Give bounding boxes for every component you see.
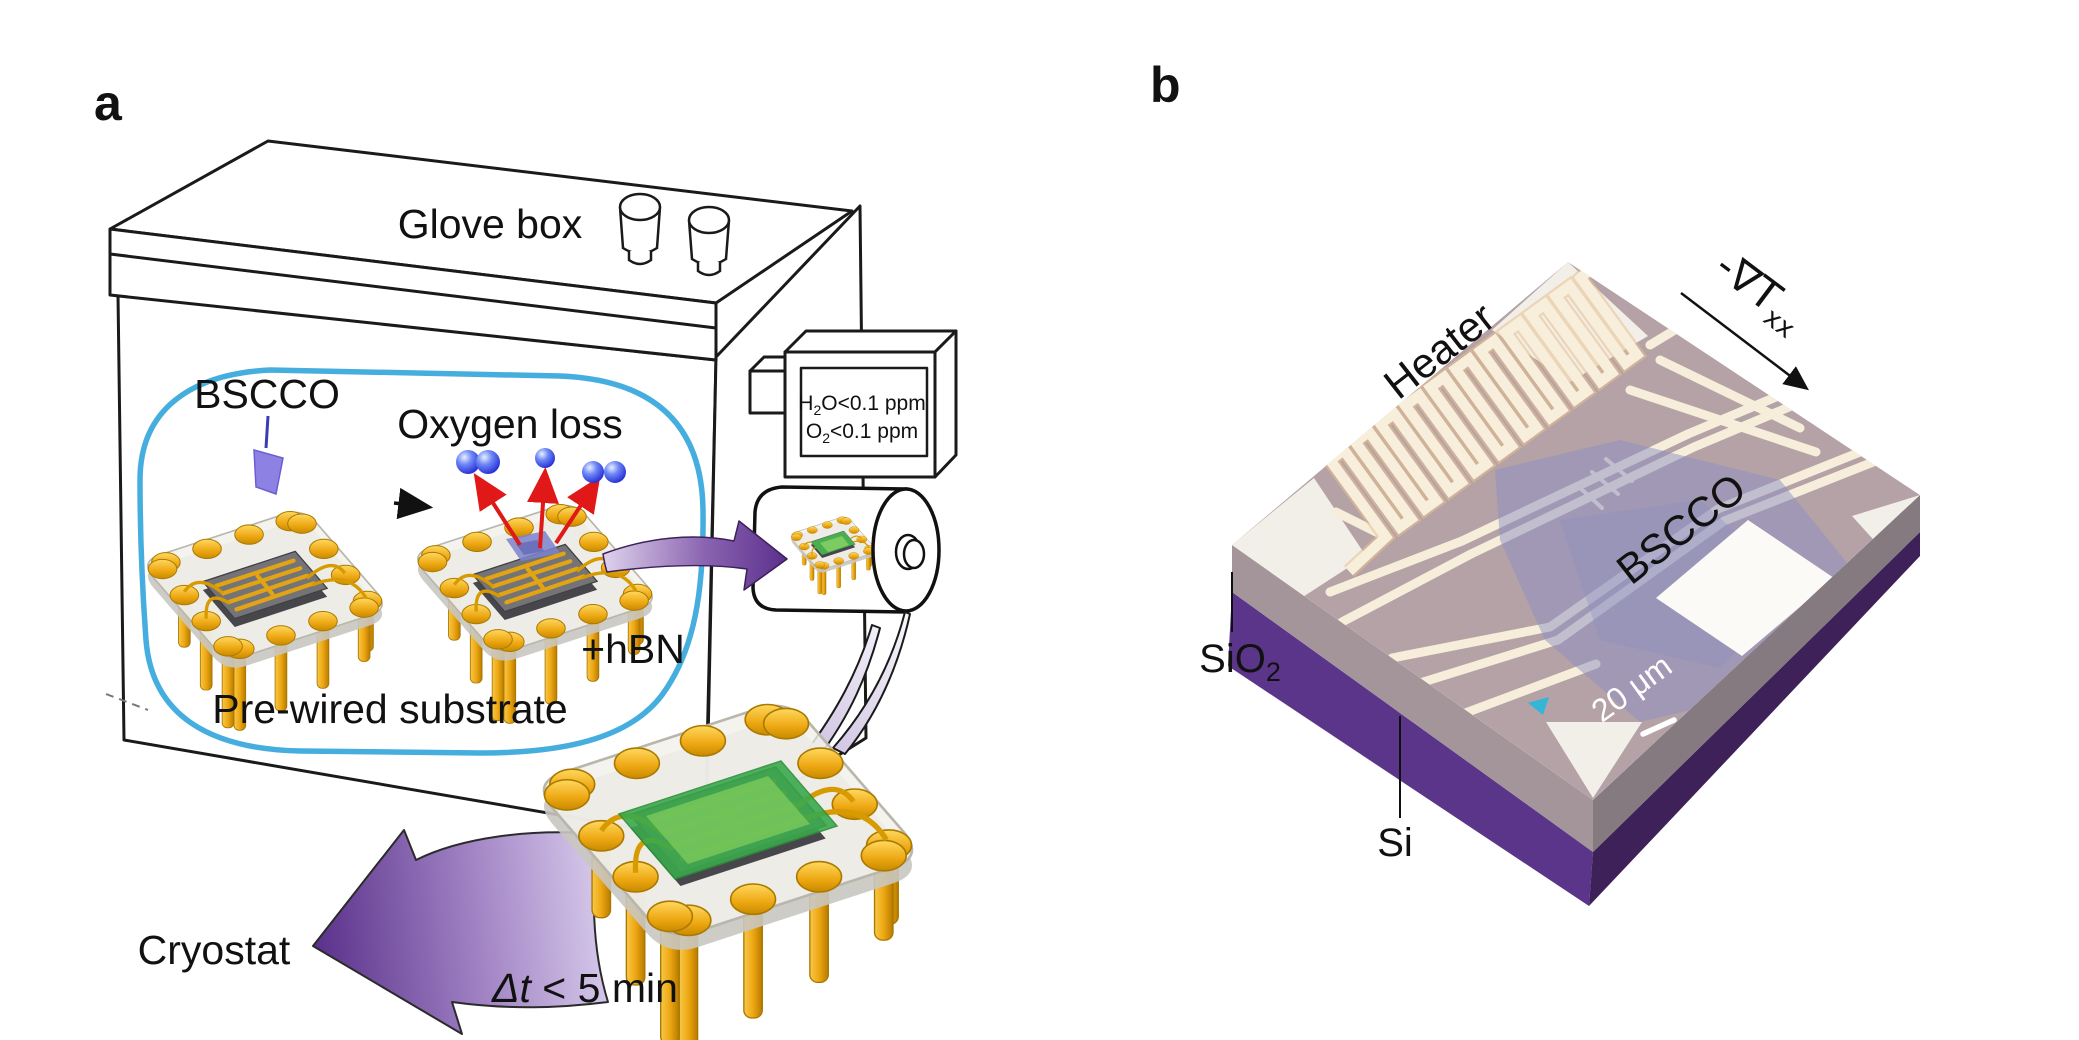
gas-monitor (748, 329, 958, 479)
transfer-arrow (602, 520, 788, 591)
bscco-flake (253, 448, 284, 495)
red-arrow-1 (473, 472, 522, 547)
cylinder-port (902, 538, 926, 570)
oxygen-molecule (456, 450, 480, 474)
si-face-right (1589, 532, 1920, 906)
red-arrow-2 (527, 467, 559, 549)
cyan-marker (1528, 697, 1549, 715)
sio2-face-left (1232, 545, 1593, 852)
hbn-sheet-inner (646, 776, 810, 864)
heater-meander (1319, 262, 1648, 577)
scalebar (1640, 717, 1677, 737)
panel-b-letter: b (1150, 57, 1181, 113)
glove-box-label: Glove box (398, 201, 583, 247)
monitor-right-face (933, 329, 958, 479)
vacuum-suitcase (751, 485, 941, 614)
contact-pad (1656, 520, 1834, 656)
bscco-leader (264, 415, 270, 449)
glove-box-lid-seam (109, 252, 717, 330)
oxygen-molecule (604, 461, 626, 483)
time-label: Δt < 5 min (491, 965, 678, 1011)
mini-hbn-chip-light (820, 536, 849, 552)
oxygen-molecule (582, 461, 604, 483)
oxygen-molecule (476, 450, 500, 474)
cryostat-arrow (312, 829, 609, 1035)
si-face-left (1228, 592, 1593, 906)
oxygen-molecules (456, 448, 626, 483)
glove-box-knob-left (618, 192, 662, 266)
monitor-line1: H2O<0.1 ppm (798, 392, 925, 418)
monitor-line2: O2<0.1 ppm (806, 420, 918, 446)
sio2-face-right (1593, 495, 1920, 852)
oxygen-loss-label: Oxygen loss (397, 401, 623, 447)
monitor-top-face (783, 329, 958, 354)
panel-a: a Glove box (94, 75, 958, 1040)
glove-box-knob-right (687, 205, 731, 277)
glove-box-lid-front (108, 227, 718, 362)
prewired-substrate-label: Pre-wired substrate (212, 686, 567, 732)
gradient-arrow (1680, 292, 1809, 391)
bscco-flake-on-chip-dark (516, 540, 544, 555)
glove-box-hidden-edge (105, 693, 149, 711)
glove-box-interior-loop (137, 367, 706, 756)
panel-b: b (1150, 57, 1920, 906)
si-label: Si (1377, 821, 1413, 865)
oxygen-molecule (535, 448, 555, 468)
process-arrow (393, 487, 434, 520)
red-arrow-3 (554, 475, 601, 545)
cryostat-label: Cryostat (138, 927, 291, 973)
oxygen-escape-arrows (473, 467, 601, 549)
monitor-stub (748, 369, 788, 415)
sio2-label: SiO2 (1199, 637, 1281, 687)
transfer-sliver-1 (832, 611, 911, 755)
gradient-label: -∇Txx (1703, 241, 1816, 345)
bscco-label-a: BSCCO (194, 371, 340, 417)
hbn-label: +hBN (581, 626, 685, 672)
monitor-screen (799, 366, 929, 458)
panel-a-letter: a (94, 75, 123, 131)
